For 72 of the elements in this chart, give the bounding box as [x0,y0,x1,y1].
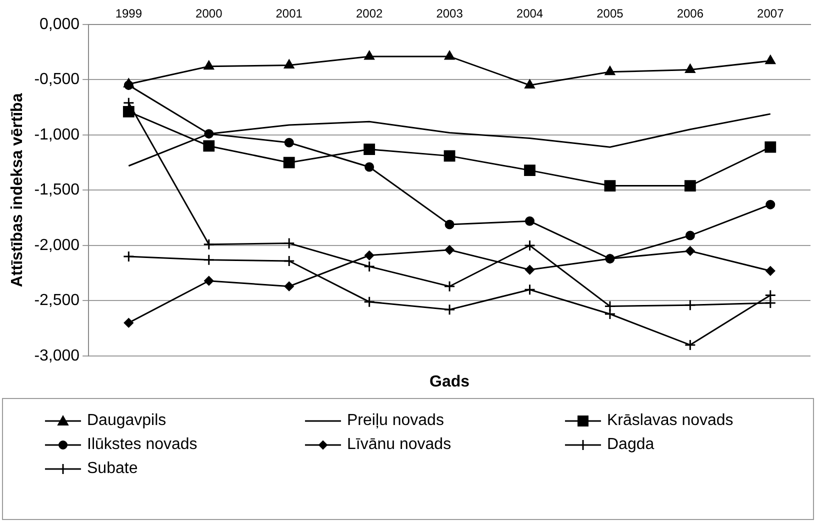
x-tick-label: 1999 [115,6,142,21]
y-tick-label: -0,500 [34,71,80,88]
point [604,180,616,192]
point [364,296,376,308]
point [283,255,295,267]
legend-label: Krāslavas novads [607,412,734,430]
legend-label: Ilūkstes novads [87,436,198,454]
point [284,138,294,148]
point [684,299,696,311]
x-tick-label: 2002 [356,6,383,21]
y-tick-label: -1,000 [34,126,80,144]
point [444,220,454,230]
point [364,250,374,260]
x-tick-label: 2001 [276,6,303,21]
y-tick-label: 0,000 [40,16,80,33]
point [444,304,456,316]
legend-label: Preiļu novads [347,412,444,430]
x-tick-label: 2005 [596,6,624,21]
point [524,240,536,252]
y-tick-label: -3,000 [34,347,80,364]
point [124,318,134,328]
point [364,260,376,272]
point [122,106,134,118]
point [444,245,454,255]
legend-label: Subate [87,460,138,478]
legend-label: Daugavpils [87,412,166,430]
x-axis-title: Gads [430,373,470,390]
legend-label: Līvānu novads [347,436,452,454]
point [685,246,695,256]
x-tick-label: 2003 [436,6,464,21]
point [766,266,776,276]
point [364,50,374,60]
point [684,180,696,192]
legend-label: Dagda [607,436,654,454]
x-tick-label: 2004 [516,6,544,21]
point [684,339,696,351]
point [122,250,134,262]
point [364,144,376,156]
point [525,216,534,226]
point [524,284,536,296]
y-tick-label: -2,500 [34,292,80,310]
point [525,265,534,275]
point [444,50,455,60]
point [764,141,776,153]
point [284,282,294,292]
point [766,200,776,210]
point [765,55,776,64]
point [444,280,456,292]
point [283,156,295,168]
point [124,78,134,88]
point [284,60,294,69]
point [685,64,696,73]
point [764,297,776,309]
point [444,150,456,162]
point [204,60,214,70]
point [604,300,616,312]
x-tick-label: 2000 [196,6,223,21]
point [203,140,215,152]
point [685,230,695,240]
point [283,238,295,250]
y-axis-title: Attīstības indeksa vērtība [9,93,26,288]
point [203,238,215,250]
point [364,162,374,172]
y-tick-label: -1,500 [34,182,80,199]
point [204,276,214,286]
point [604,66,616,76]
point [203,254,215,266]
x-tick-label: 2007 [757,6,784,21]
point [524,79,535,88]
point [524,164,536,176]
y-tick-label: -2,000 [34,236,80,254]
x-tick-label: 2006 [676,6,704,21]
